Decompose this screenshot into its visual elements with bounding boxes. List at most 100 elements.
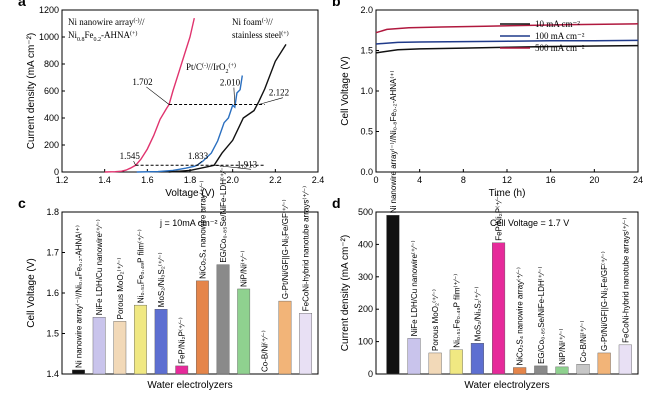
label-sup: (+) — [281, 30, 288, 37]
y-tick-label: 1.0 — [360, 86, 373, 96]
label-sub: 2 — [226, 69, 229, 75]
label-sep: // — [268, 17, 274, 27]
plot-frame — [375, 9, 639, 173]
bar-label-10: G-Pt/Ni/GF||G-Ni₂Fe/GF⁽⁺⁄⁻⁾ — [600, 251, 609, 351]
bar-7 — [216, 264, 230, 375]
y-tick-label: 0 — [368, 369, 373, 379]
bar-6 — [195, 280, 209, 375]
x-tick-label: 12 — [502, 175, 512, 185]
x-tick-label: 2.2 — [269, 175, 282, 185]
y-tick-label: 1200 — [39, 5, 59, 15]
label-black-line2: stainless steel(+) — [232, 30, 289, 40]
bar-5 — [492, 242, 506, 375]
bar-label-0: Ni nanowire array⁽⁻⁾//Ni₀.₈Fe₀.₂-AHNA⁽⁺⁾ — [75, 225, 84, 368]
bar-label-10: G-Pt/Ni/GF||G-Ni₂Fe/GF⁽⁺⁄⁻⁾ — [281, 199, 290, 299]
bar-10 — [278, 300, 292, 375]
plot-frame — [375, 211, 639, 375]
bar-10 — [597, 352, 611, 375]
x-tick-label: 1.4 — [98, 175, 111, 185]
series-line-0 — [375, 44, 639, 54]
bar-label-2: Porous MoO₂⁽⁺⁄⁻⁾ — [116, 258, 125, 320]
annotation-v5: 2.010 — [220, 78, 241, 88]
panel-letter: c — [18, 195, 26, 211]
label-pink: Ni nanowire array(-)// — [68, 17, 145, 27]
bar-label-8: NiP/Ni⁽⁺⁄⁻⁾ — [240, 251, 249, 287]
x-tick-label: 1.8 — [184, 175, 197, 185]
y-tick-label: 1.8 — [46, 207, 59, 217]
y-axis-label: Cell Voltage (V) — [26, 258, 37, 327]
annotation-v3: 1.913 — [237, 159, 258, 169]
legend-label: 100 mA cm⁻² — [535, 31, 585, 41]
bar-0 — [386, 215, 400, 375]
bar-label-7: EG/Co₀.₈₅Se/NiFe-LDH⁽⁺⁄⁻⁾ — [537, 266, 546, 363]
panel-c: 1.4 1.5 1.6 1.7 1.8 Water electrolyzers Cell V… — [18, 165, 319, 391]
x-tick-label: 16 — [546, 175, 556, 185]
label-fe: Fe — [85, 30, 94, 40]
bar-2 — [113, 321, 127, 375]
series-line-2 — [168, 44, 287, 173]
bar-8 — [237, 288, 251, 375]
x-tick-label: 1.6 — [141, 175, 154, 185]
y-axis-label: Current density (mA cm⁻²) — [340, 235, 351, 351]
bar-label-9: Co-B/Ni⁽⁺⁄⁻⁾ — [260, 330, 269, 372]
x-tick-label: 0 — [373, 175, 378, 185]
annotation-arrow — [146, 86, 170, 105]
annotation-v6: 2.122 — [269, 88, 289, 98]
y-tick-label: 200 — [358, 304, 373, 314]
y-tick-label: 1000 — [39, 32, 59, 42]
panel-letter: d — [332, 195, 341, 211]
bar-6 — [513, 367, 527, 375]
panel-letter: b — [332, 0, 341, 9]
bar-label-3: Ni₀.₅₁Fe₀.₄₉P film⁽⁺⁄⁻⁾ — [136, 229, 145, 303]
label-blue: Pt/C(-)//IrO2(+) — [186, 62, 236, 75]
y-tick-label: 1.7 — [46, 248, 59, 258]
y-tick-label: 200 — [44, 140, 59, 150]
y-tick-label: 0 — [54, 167, 59, 177]
label-ni: Ni — [68, 30, 77, 40]
bar-5 — [175, 365, 189, 375]
label-pink-line2: Ni0.8Fe0.2-AHNA(+) — [68, 30, 137, 43]
series-line-0 — [104, 17, 195, 173]
bar-1 — [407, 338, 421, 375]
panel-note: j = 10mA cm⁻² — [159, 218, 218, 228]
bar-0 — [72, 369, 85, 375]
bar-label-5: FeP/Ni₂P⁽⁺⁄⁻⁾ — [178, 317, 187, 364]
panel-b: 0.0 0.5 1.0 1.5 2.0 0 4 8 12 16 20 24 Time (h) Cell V… — [332, 0, 643, 199]
bar-label-11: FeCoNi-hybrid nanotube arrays⁽⁺⁄⁻⁾ — [621, 217, 630, 342]
panel-letter: a — [18, 0, 26, 9]
bar-label-2: Porous MoO₂⁽⁺⁄⁻⁾ — [431, 289, 440, 351]
label-ahna: -AHNA — [101, 30, 130, 40]
annotation-v2: 1.833 — [188, 151, 209, 161]
y-tick-label: 2.0 — [360, 5, 373, 15]
bar-11 — [618, 344, 632, 375]
y-tick-label: 400 — [44, 113, 59, 123]
label-ptc: Pt/C — [186, 62, 202, 72]
label-sup: (+) — [229, 62, 236, 69]
annotation-arrow — [133, 161, 136, 166]
bar-label-11: FeCoNi-hybrid nanotube arrays⁽⁺⁄⁻⁾ — [302, 186, 311, 311]
x-tick-label: 2.4 — [312, 175, 325, 185]
x-tick-label: 24 — [633, 175, 643, 185]
y-tick-label: 400 — [358, 239, 373, 249]
y-tick-label: 1.5 — [46, 329, 59, 339]
series-line-2 — [375, 23, 639, 34]
series-line-1 — [375, 39, 639, 45]
annotation-arrow — [214, 164, 251, 170]
label-sup: (-) — [262, 17, 268, 24]
y-tick-label: 600 — [44, 86, 59, 96]
bar-7 — [534, 365, 548, 375]
label-sup: (-) — [202, 62, 208, 69]
label-sup: (-) — [133, 17, 139, 24]
y-tick-label: 1.6 — [46, 288, 59, 298]
label-sep: // — [139, 17, 145, 27]
y-tick-label: 0.0 — [360, 167, 373, 177]
x-tick-label: 8 — [461, 175, 466, 185]
series-line-1 — [136, 75, 243, 173]
annotation-arrow — [258, 97, 284, 105]
annotation-arrow — [233, 87, 236, 105]
bar-4 — [154, 309, 168, 375]
x-axis-label: Voltage (V) — [165, 188, 214, 199]
annotation-v4: 1.702 — [132, 77, 152, 87]
